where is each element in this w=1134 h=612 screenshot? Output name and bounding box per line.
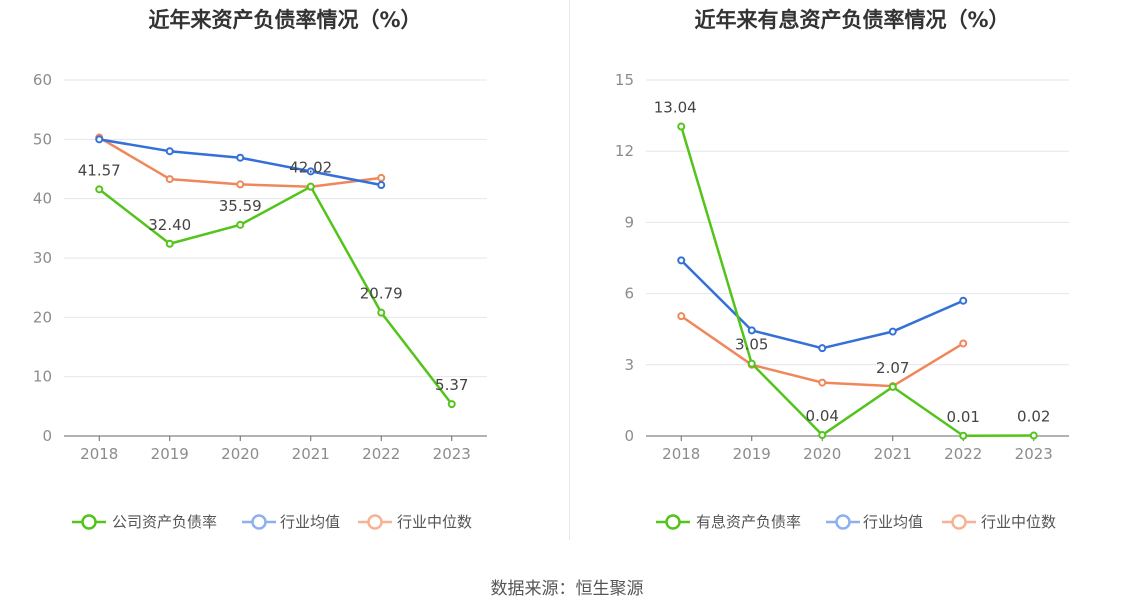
data-point [236, 153, 245, 162]
data-point [306, 182, 315, 191]
data-point [165, 175, 174, 184]
data-label: 13.04 [654, 99, 697, 117]
legend-item[interactable]: 行业中位数 [942, 513, 1056, 531]
legend-label: 行业均值 [863, 513, 923, 531]
legend-marker [251, 514, 267, 530]
data-point [888, 327, 897, 336]
data-label: 2.07 [876, 359, 909, 377]
data-source-note: 数据来源：恒生聚源 [490, 579, 644, 599]
x-tick-label: 2021 [874, 445, 912, 463]
data-point [747, 359, 756, 368]
y-tick-label: 12 [615, 142, 634, 160]
panel-divider [569, 0, 570, 540]
x-tick-label: 2020 [803, 445, 841, 463]
series-line [680, 259, 964, 350]
legend-marker [367, 514, 383, 530]
series-line [98, 185, 453, 405]
y-tick-label: 3 [624, 356, 634, 374]
data-point [306, 167, 315, 176]
y-tick-label: 6 [624, 285, 634, 303]
y-tick-label: 9 [624, 213, 634, 231]
data-point [377, 308, 386, 317]
data-point [236, 180, 245, 189]
y-tick-label: 60 [33, 71, 52, 89]
data-point [165, 147, 174, 156]
legend-label: 行业均值 [280, 513, 340, 531]
legend-label: 有息资产负债率 [696, 513, 801, 531]
legend-label: 行业中位数 [981, 513, 1056, 531]
y-tick-label: 20 [33, 308, 52, 326]
data-point [677, 256, 686, 265]
y-tick-label: 10 [33, 368, 52, 386]
y-tick-label: 15 [615, 71, 634, 89]
x-tick-label: 2018 [80, 445, 118, 463]
legend-label: 公司资产负债率 [112, 513, 217, 531]
x-tick-label: 2019 [151, 445, 189, 463]
data-point [818, 344, 827, 353]
legend-label: 行业中位数 [397, 513, 472, 531]
x-tick-label: 2020 [221, 445, 259, 463]
data-point [95, 185, 104, 194]
interest-debt-ratio-chart: 0 3 6 9 12 15 2018 2019 2020 2021 2022 2023 13.04 3.0… [615, 71, 1069, 531]
y-tick-label: 40 [33, 190, 52, 208]
data-label: 0.02 [1017, 408, 1050, 426]
data-point [677, 122, 686, 131]
data-point [677, 312, 686, 321]
data-point [818, 431, 827, 440]
data-label: 0.04 [806, 407, 839, 425]
x-tick-label: 2018 [662, 445, 700, 463]
data-point [377, 181, 386, 190]
data-point [747, 326, 756, 335]
y-tick-label: 50 [33, 130, 52, 148]
debt-ratio-chart: 0 10 20 30 40 50 60 2018 2019 2020 2021 2022 2023 41.… [33, 71, 487, 531]
legend-marker [835, 514, 851, 530]
chart-title: 近年来有息资产负债率情况（%） [694, 8, 1010, 32]
data-point [447, 400, 456, 409]
data-point [818, 378, 827, 387]
legend-item[interactable]: 公司资产负债率 [72, 513, 217, 531]
series-line [680, 126, 1034, 438]
data-label: 3.05 [735, 336, 768, 354]
y-tick-label: 0 [624, 427, 634, 445]
legend-item[interactable]: 有息资产负债率 [656, 513, 801, 531]
data-point [95, 135, 104, 144]
chart-title: 近年来资产负债率情况（%） [148, 8, 422, 32]
legend-marker [951, 514, 967, 530]
data-point [959, 339, 968, 348]
data-label: 41.57 [78, 161, 121, 179]
legend-marker [81, 514, 97, 530]
data-label: 5.37 [435, 376, 468, 394]
data-label: 35.59 [219, 197, 262, 215]
legend-item[interactable]: 行业中位数 [358, 513, 472, 531]
x-tick-label: 2022 [362, 445, 400, 463]
x-tick-label: 2023 [433, 445, 471, 463]
legend-item[interactable]: 行业均值 [242, 513, 340, 531]
data-label: 0.01 [947, 408, 980, 426]
data-point [377, 173, 386, 182]
x-tick-label: 2019 [733, 445, 771, 463]
data-label: 42.02 [289, 159, 332, 177]
legend-marker [665, 514, 681, 530]
series-line [98, 136, 382, 189]
y-tick-label: 30 [33, 249, 52, 267]
data-label: 32.40 [148, 216, 191, 234]
legend-item[interactable]: 行业均值 [826, 513, 923, 531]
data-point [165, 239, 174, 248]
x-tick-label: 2022 [944, 445, 982, 463]
data-point [1029, 431, 1038, 440]
left-chart-panel: 近年来资产负债率情况（%） 0 10 20 30 40 50 60 2018 2019 2020 2… [0, 0, 570, 560]
data-point [959, 431, 968, 440]
right-chart-panel: 近年来有息资产负债率情况（%） 0 3 6 9 12 15 2018 2019 2020 2021… [570, 0, 1134, 560]
data-point [888, 382, 897, 391]
x-tick-label: 2023 [1015, 445, 1053, 463]
x-tick-label: 2021 [292, 445, 330, 463]
data-label: 20.79 [360, 285, 403, 303]
data-point [236, 220, 245, 229]
y-tick-label: 0 [42, 427, 52, 445]
data-point [959, 296, 968, 305]
